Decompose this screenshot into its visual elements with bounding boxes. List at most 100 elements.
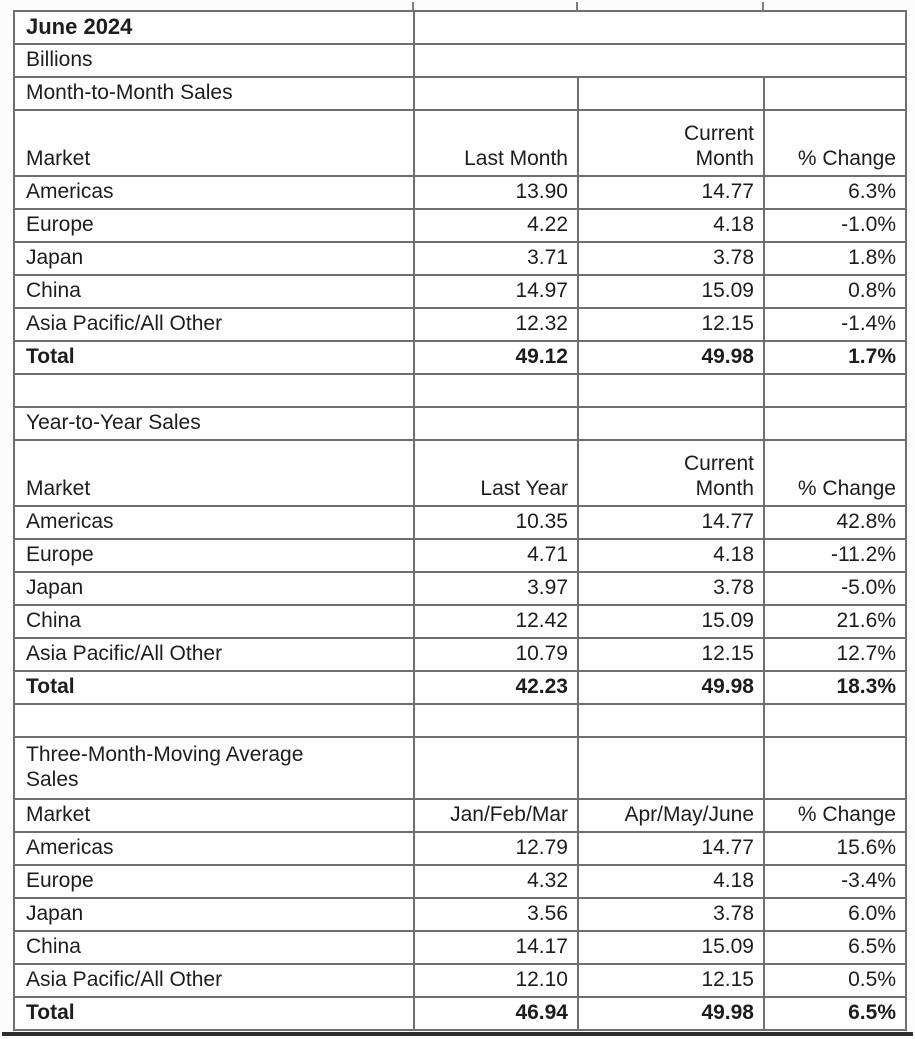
data-row-china: China 12.42 15.09 21.6%	[13, 604, 907, 639]
market-cell: Asia Pacific/All Other	[13, 637, 415, 672]
pct-change-header-cell: % Change	[763, 439, 907, 507]
total-label-cell: Total	[13, 996, 415, 1031]
data-row-europe: Europe 4.71 4.18 -11.2%	[13, 538, 907, 573]
crop-tick-column-d	[762, 2, 764, 11]
blank-row	[13, 703, 907, 738]
current-period-header-cell: Apr/May/June	[577, 798, 765, 833]
market-header-cell: Market	[13, 798, 415, 833]
prior-value-cell: 12.79	[413, 831, 579, 866]
current-value-cell: 3.78	[577, 897, 765, 932]
empty-cell	[413, 10, 907, 45]
market-cell: China	[13, 604, 415, 639]
total-pct-change-cell: 1.7%	[763, 340, 907, 375]
pct-change-cell: 21.6%	[763, 604, 907, 639]
bottom-crop-rule	[2, 1032, 913, 1036]
prior-value-cell: 12.32	[413, 307, 579, 342]
pct-change-cell: 6.3%	[763, 175, 907, 210]
prior-value-cell: 3.97	[413, 571, 579, 606]
total-row: Total 42.23 49.98 18.3%	[13, 670, 907, 705]
prior-value-cell: 13.90	[413, 175, 579, 210]
section-title: Three-Month-Moving Average Sales	[13, 736, 415, 800]
section-title-row: Year-to-Year Sales	[13, 406, 907, 441]
pct-change-header-cell: % Change	[763, 798, 907, 833]
data-row-europe: Europe 4.32 4.18 -3.4%	[13, 864, 907, 899]
section-title: Year-to-Year Sales	[13, 406, 415, 441]
pct-change-cell: -3.4%	[763, 864, 907, 899]
total-row: Total 49.12 49.98 1.7%	[13, 340, 907, 375]
data-row-americas: Americas 13.90 14.77 6.3%	[13, 175, 907, 210]
prior-value-cell: 3.56	[413, 897, 579, 932]
units-row: Billions	[13, 43, 907, 78]
current-value-cell: 3.78	[577, 571, 765, 606]
total-pct-change-cell: 18.3%	[763, 670, 907, 705]
market-cell: Americas	[13, 831, 415, 866]
current-value-cell: 14.77	[577, 175, 765, 210]
empty-cell	[763, 406, 907, 441]
prior-value-cell: 12.42	[413, 604, 579, 639]
data-row-japan: Japan 3.56 3.78 6.0%	[13, 897, 907, 932]
total-label-cell: Total	[13, 340, 415, 375]
total-current-cell: 49.98	[577, 340, 765, 375]
current-value-cell: 15.09	[577, 930, 765, 965]
total-prior-cell: 42.23	[413, 670, 579, 705]
market-cell: China	[13, 274, 415, 309]
pct-change-cell: 42.8%	[763, 505, 907, 540]
total-label-cell: Total	[13, 670, 415, 705]
pct-change-cell: -1.0%	[763, 208, 907, 243]
empty-cell	[763, 736, 907, 800]
pct-change-cell: -1.4%	[763, 307, 907, 342]
empty-cell	[413, 736, 579, 800]
empty-cell	[413, 703, 579, 738]
data-row-americas: Americas 12.79 14.77 15.6%	[13, 831, 907, 866]
empty-cell	[577, 406, 765, 441]
market-cell: Asia Pacific/All Other	[13, 963, 415, 998]
market-cell: Japan	[13, 897, 415, 932]
data-row-americas: Americas 10.35 14.77 42.8%	[13, 505, 907, 540]
total-row: Total 46.94 49.98 6.5%	[13, 996, 907, 1031]
prior-value-cell: 10.79	[413, 637, 579, 672]
pct-change-cell: 1.8%	[763, 241, 907, 276]
market-cell: Europe	[13, 208, 415, 243]
data-row-japan: Japan 3.97 3.78 -5.0%	[13, 571, 907, 606]
data-row-asia-pacific: Asia Pacific/All Other 12.10 12.15 0.5%	[13, 963, 907, 998]
units-label: Billions	[13, 43, 415, 78]
prior-period-header-cell: Jan/Feb/Mar	[413, 798, 579, 833]
current-value-cell: 15.09	[577, 604, 765, 639]
total-prior-cell: 46.94	[413, 996, 579, 1031]
current-period-header-cell: Current Month	[577, 439, 765, 507]
pct-change-cell: 15.6%	[763, 831, 907, 866]
pct-change-header-cell: % Change	[763, 109, 907, 177]
empty-cell	[413, 76, 579, 111]
empty-cell	[13, 373, 415, 408]
empty-cell	[577, 373, 765, 408]
market-cell: Japan	[13, 571, 415, 606]
section-title-row: Three-Month-Moving Average Sales	[13, 736, 907, 800]
report-title-row: June 2024	[13, 10, 907, 45]
prior-value-cell: 10.35	[413, 505, 579, 540]
pct-change-cell: 0.5%	[763, 963, 907, 998]
current-value-cell: 3.78	[577, 241, 765, 276]
data-row-europe: Europe 4.22 4.18 -1.0%	[13, 208, 907, 243]
empty-cell	[763, 76, 907, 111]
current-value-cell: 12.15	[577, 637, 765, 672]
data-row-asia-pacific: Asia Pacific/All Other 12.32 12.15 -1.4%	[13, 307, 907, 342]
pct-change-cell: 12.7%	[763, 637, 907, 672]
pct-change-cell: 0.8%	[763, 274, 907, 309]
market-cell: Europe	[13, 864, 415, 899]
empty-cell	[763, 703, 907, 738]
header-row: Market Jan/Feb/Mar Apr/May/June % Change	[13, 798, 907, 833]
empty-cell	[13, 703, 415, 738]
empty-cell	[577, 76, 765, 111]
header-row: Market Last Month Current Month % Change	[13, 109, 907, 177]
prior-value-cell: 4.71	[413, 538, 579, 573]
blank-row	[13, 373, 907, 408]
crop-tick-column-c	[576, 2, 578, 11]
market-cell: China	[13, 930, 415, 965]
data-row-china: China 14.17 15.09 6.5%	[13, 930, 907, 965]
prior-period-header-cell: Last Month	[413, 109, 579, 177]
empty-cell	[763, 373, 907, 408]
prior-value-cell: 12.10	[413, 963, 579, 998]
market-header-cell: Market	[13, 439, 415, 507]
current-period-header-cell: Current Month	[577, 109, 765, 177]
